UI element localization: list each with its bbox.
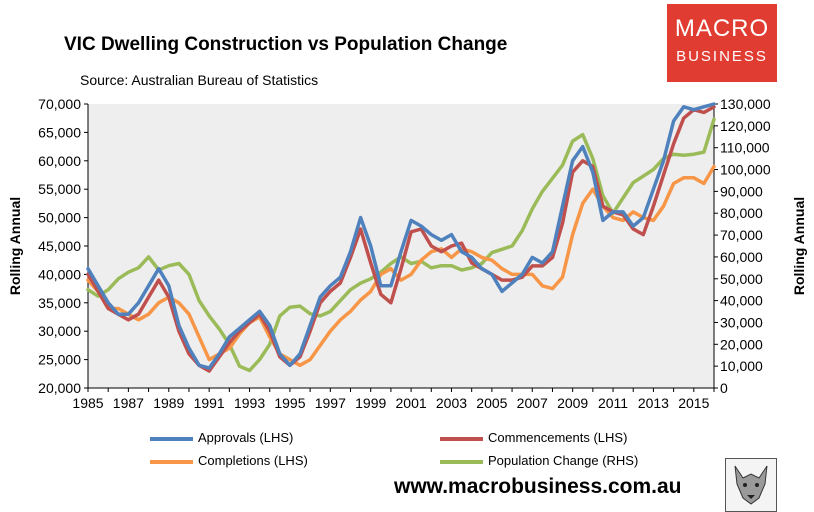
- x-tick-label: 2009: [557, 395, 588, 411]
- y-right-tick-label: 70,000: [720, 227, 763, 243]
- y-right-tick-label: 20,000: [720, 336, 763, 352]
- y-right-tick-label: 50,000: [720, 271, 763, 287]
- y-left-tick-label: 65,000: [38, 124, 81, 140]
- chart-title: VIC Dwelling Construction vs Population …: [64, 34, 508, 55]
- plot-area: [88, 104, 714, 388]
- legend-completions-swatch: [150, 459, 193, 464]
- y-right-tick-label: 10,000: [720, 358, 763, 374]
- legend-approvals-swatch: [150, 436, 193, 441]
- x-tick-label: 2005: [476, 395, 507, 411]
- logo-line1: MACRO: [674, 15, 770, 42]
- website-url[interactable]: www.macrobusiness.com.au: [394, 475, 682, 498]
- legend-commencements-label: Commencements (LHS): [488, 430, 628, 445]
- legend-completions-label: Completions (LHS): [198, 453, 308, 468]
- x-tick-label: 2007: [517, 395, 548, 411]
- legend-completions: Completions (LHS): [150, 453, 308, 468]
- x-tick-label: 2011: [598, 395, 628, 411]
- y-right-tick-label: 130,000: [720, 96, 771, 112]
- y-left-tick-label: 40,000: [38, 266, 81, 282]
- y-right-tick-label: 120,000: [720, 118, 771, 134]
- x-tick-label: 1989: [153, 395, 184, 411]
- legend-population: Population Change (RHS): [440, 453, 638, 468]
- y-right-tick-label: 0: [720, 380, 728, 396]
- y-right-tick-label: 110,000: [720, 140, 770, 156]
- y-right-tick-label: 100,000: [720, 162, 771, 178]
- legend-commencements: Commencements (LHS): [440, 430, 627, 445]
- x-tick-label: 2003: [436, 395, 467, 411]
- approvals-series-line: [86, 102, 716, 370]
- legend-population-swatch: [440, 459, 483, 464]
- x-tick-label: 1993: [234, 395, 265, 411]
- x-tick-label: 1991: [194, 395, 225, 411]
- chart-subtitle: Source: Australian Bureau of Statistics: [80, 72, 319, 88]
- y-left-tick-label: 25,000: [38, 352, 81, 368]
- x-tick-label: 2013: [638, 395, 669, 411]
- x-tick-label: 1985: [72, 395, 103, 411]
- legend-commencements-swatch: [440, 436, 483, 441]
- y-left-tick-label: 55,000: [38, 181, 81, 197]
- y-left-tick-label: 30,000: [38, 323, 81, 339]
- x-tick-label: 2001: [396, 395, 427, 411]
- legend-population-label: Population Change (RHS): [488, 453, 639, 468]
- logo-line2: BUSINESS: [676, 48, 768, 65]
- y-left-tick-label: 35,000: [38, 295, 81, 311]
- x-tick-label: 1987: [113, 395, 144, 411]
- y-left-tick-label: 50,000: [38, 210, 81, 226]
- wolf-icon: [725, 458, 777, 512]
- y-right-tick-label: 30,000: [720, 314, 763, 330]
- y-left-tick-label: 60,000: [38, 153, 81, 169]
- y-left-axis-title: Rolling Annual: [7, 197, 23, 295]
- y-right-tick-label: 60,000: [720, 249, 763, 265]
- x-tick-label: 1997: [315, 395, 346, 411]
- y-right-tick-label: 80,000: [720, 205, 763, 221]
- commencements-series-line: [86, 105, 716, 373]
- y-right-axis-title: Rolling Annual: [791, 197, 807, 295]
- macrobusiness-logo[interactable]: MACRO BUSINESS: [667, 4, 777, 82]
- legend-approvals: Approvals (LHS): [150, 430, 293, 445]
- y-left-tick-label: 45,000: [38, 238, 81, 254]
- y-right-tick-label: 40,000: [720, 293, 763, 309]
- y-left-tick-label: 20,000: [38, 380, 81, 396]
- x-tick-label: 1995: [274, 395, 305, 411]
- y-right-tick-label: 90,000: [720, 183, 763, 199]
- x-tick-label: 2015: [678, 395, 709, 411]
- y-left-tick-label: 70,000: [38, 96, 81, 112]
- legend-approvals-label: Approvals (LHS): [198, 430, 294, 445]
- x-tick-label: 1999: [355, 395, 386, 411]
